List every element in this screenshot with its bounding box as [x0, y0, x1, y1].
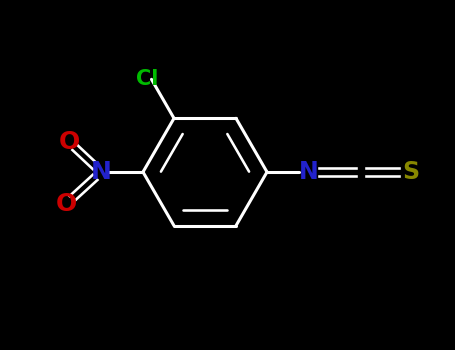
Text: O: O [58, 130, 80, 154]
Text: N: N [299, 160, 319, 184]
Text: N: N [91, 160, 111, 184]
Text: O: O [56, 192, 76, 216]
Text: S: S [402, 160, 420, 184]
Text: Cl: Cl [136, 69, 159, 89]
